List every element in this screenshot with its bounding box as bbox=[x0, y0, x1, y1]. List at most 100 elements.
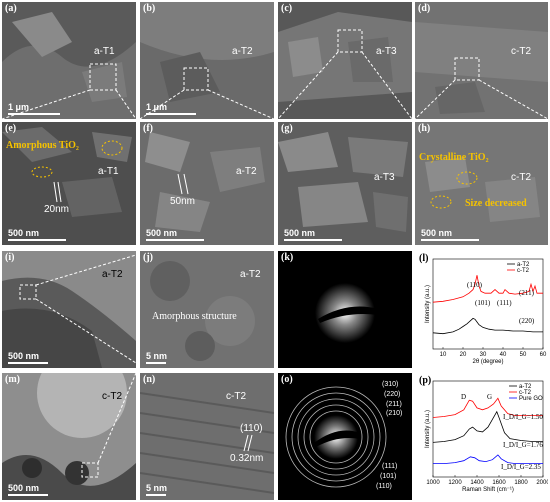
raman-chart-svg: 1000 1200 1400 1600 1800 2000 Raman Shift (cm⁻… bbox=[425, 380, 548, 493]
hrtem-image-n bbox=[140, 373, 274, 500]
sample-tag-g: a-T3 bbox=[374, 172, 395, 183]
xrd-chart-l: 10 20 30 40 50 60 2θ (degree) Intensity (a.u.) a… bbox=[415, 251, 548, 368]
dimension-e: 20nm bbox=[44, 204, 70, 215]
ring-111: (111) bbox=[382, 463, 398, 470]
x-tick-label: 1400 bbox=[470, 480, 484, 486]
sem-panel-h: (h) Crystalline TiO₂ c-T2 Size decreased… bbox=[415, 122, 548, 245]
scale-bar-m: 500 nm bbox=[8, 483, 48, 496]
raman-chart-p: 1000 1200 1400 1600 1800 2000 Raman Shift (cm⁻… bbox=[415, 373, 548, 500]
panel-label-m: (m) bbox=[5, 374, 20, 385]
scale-bar-b: 1 μm bbox=[146, 102, 196, 115]
sample-tag-c: a-T3 bbox=[376, 46, 397, 57]
scale-text-h: 500 nm bbox=[421, 228, 453, 238]
legend-label: a-T2 bbox=[517, 262, 530, 268]
scale-text-f: 500 nm bbox=[146, 228, 178, 238]
sem-image-b bbox=[140, 2, 274, 119]
legend-label: Pure GO bbox=[519, 396, 543, 402]
sem-panel-f: (f) a-T2 50nm 500 nm bbox=[140, 122, 274, 245]
y-axis-label: Intensity (a.u.) bbox=[425, 410, 431, 448]
sem-panel-d: (d) c-T2 bbox=[415, 2, 548, 119]
sample-tag-j: a-T2 bbox=[240, 269, 261, 280]
scale-bar-f: 500 nm bbox=[146, 228, 204, 241]
panel-label-h: (h) bbox=[418, 123, 431, 134]
y-axis-label: Intensity (a.u.) bbox=[425, 285, 431, 323]
amorphous-tio2-note: Amorphous TiO₂ bbox=[6, 140, 79, 151]
series-line-a-t2 bbox=[432, 317, 543, 335]
series-line-c-t2 bbox=[432, 275, 543, 303]
scale-bar-g: 500 nm bbox=[284, 228, 342, 241]
sample-tag-d: c-T2 bbox=[511, 46, 531, 57]
sample-tag-e: a-T1 bbox=[98, 166, 119, 177]
plot-frame bbox=[432, 380, 544, 478]
scale-text-i: 500 nm bbox=[8, 351, 40, 361]
sem-panel-g: (g) a-T3 500 nm bbox=[278, 122, 412, 245]
scale-bar-h: 500 nm bbox=[421, 228, 479, 241]
scale-text-m: 500 nm bbox=[8, 483, 40, 493]
lattice-plane-n: (110) bbox=[240, 423, 263, 434]
x-tick-label: 30 bbox=[480, 352, 487, 358]
scale-text-b: 1 μm bbox=[146, 102, 168, 112]
x-tick-label: 1600 bbox=[492, 480, 506, 486]
hrtem-panel-n: (n) c-T2 (110) 0.32nm 5 nm bbox=[140, 373, 274, 500]
sem-image-f bbox=[140, 122, 274, 245]
annotation: (111) bbox=[497, 299, 512, 307]
x-tick-label: 40 bbox=[500, 352, 507, 358]
saed-pattern-o bbox=[278, 373, 412, 500]
scale-bar-e: 500 nm bbox=[8, 228, 66, 241]
panel-label-i: (i) bbox=[5, 252, 15, 263]
ring-220: (220) bbox=[384, 391, 401, 398]
panel-label-o: (o) bbox=[281, 374, 293, 385]
sem-image-e bbox=[2, 122, 136, 245]
x-tick-label: 10 bbox=[440, 352, 447, 358]
annotation: I_D/I_G=1.50 bbox=[503, 413, 543, 421]
panel-label-k: (k) bbox=[281, 252, 294, 263]
ring-211: (211) bbox=[386, 401, 402, 408]
x-tick-label: 1800 bbox=[514, 480, 528, 486]
legend-label: a-T2 bbox=[519, 384, 532, 390]
scale-bar-i: 500 nm bbox=[8, 351, 48, 364]
x-tick-label: 1000 bbox=[426, 480, 440, 486]
saed-pattern-k bbox=[278, 251, 412, 368]
scale-text-e: 500 nm bbox=[8, 228, 40, 238]
sem-image-c bbox=[278, 2, 412, 119]
ring-101: (101) bbox=[380, 473, 397, 480]
sample-tag-f: a-T2 bbox=[236, 166, 257, 177]
scale-text-j: 5 nm bbox=[146, 351, 168, 361]
sem-panel-e: (e) Amorphous TiO₂ a-T1 20nm 500 nm bbox=[2, 122, 136, 245]
sem-panel-a: (a) a-T1 1 μm bbox=[2, 2, 136, 119]
x-tick-label: 20 bbox=[460, 352, 467, 358]
panel-label-a: (a) bbox=[5, 3, 17, 14]
series-line-c-t2 bbox=[432, 397, 543, 418]
annotation: (220) bbox=[519, 317, 535, 325]
legend-label: c-T2 bbox=[519, 390, 532, 396]
panel-label-d: (d) bbox=[418, 3, 431, 14]
saed-panel-o: (o) (310) (220) (211) (210) (111) (101) … bbox=[278, 373, 412, 500]
panel-label-p: (p) bbox=[419, 375, 432, 386]
ring-110: (110) bbox=[376, 483, 392, 490]
sample-tag-b: a-T2 bbox=[232, 46, 253, 57]
panel-label-f: (f) bbox=[143, 123, 153, 134]
crystalline-tio2-note: Crystalline TiO₂ bbox=[419, 152, 489, 163]
x-axis-label: 2θ (degree) bbox=[472, 359, 503, 365]
x-tick-label: 2000 bbox=[536, 480, 548, 486]
sample-tag-n: c-T2 bbox=[226, 391, 246, 402]
scale-bar-a: 1 μm bbox=[8, 102, 60, 115]
tem-panel-i: (i) a-T2 500 nm bbox=[2, 251, 136, 368]
sample-tag-h: c-T2 bbox=[511, 172, 531, 183]
sem-image-a bbox=[2, 2, 136, 119]
annotation: D bbox=[461, 393, 466, 401]
series-line-a-t2 bbox=[432, 410, 543, 443]
annotation: (211) bbox=[519, 289, 535, 297]
sem-panel-b: (b) a-T2 1 μm bbox=[140, 2, 274, 119]
annotation: I_D/I_G=2.35 bbox=[501, 463, 541, 471]
amorphous-structure-note: Amorphous structure bbox=[152, 311, 237, 322]
series-line-pure-go bbox=[433, 454, 543, 464]
saed-panel-k: (k) bbox=[278, 251, 412, 368]
annotation: I_D/I_G=1.76 bbox=[503, 441, 543, 449]
tem-image-i bbox=[2, 251, 136, 368]
panel-label-l: (l) bbox=[419, 253, 429, 264]
annotation: (110) bbox=[467, 281, 483, 289]
scale-bar-n: 5 nm bbox=[146, 483, 167, 496]
panel-label-e: (e) bbox=[5, 123, 17, 134]
x-tick-label: 50 bbox=[520, 352, 527, 358]
